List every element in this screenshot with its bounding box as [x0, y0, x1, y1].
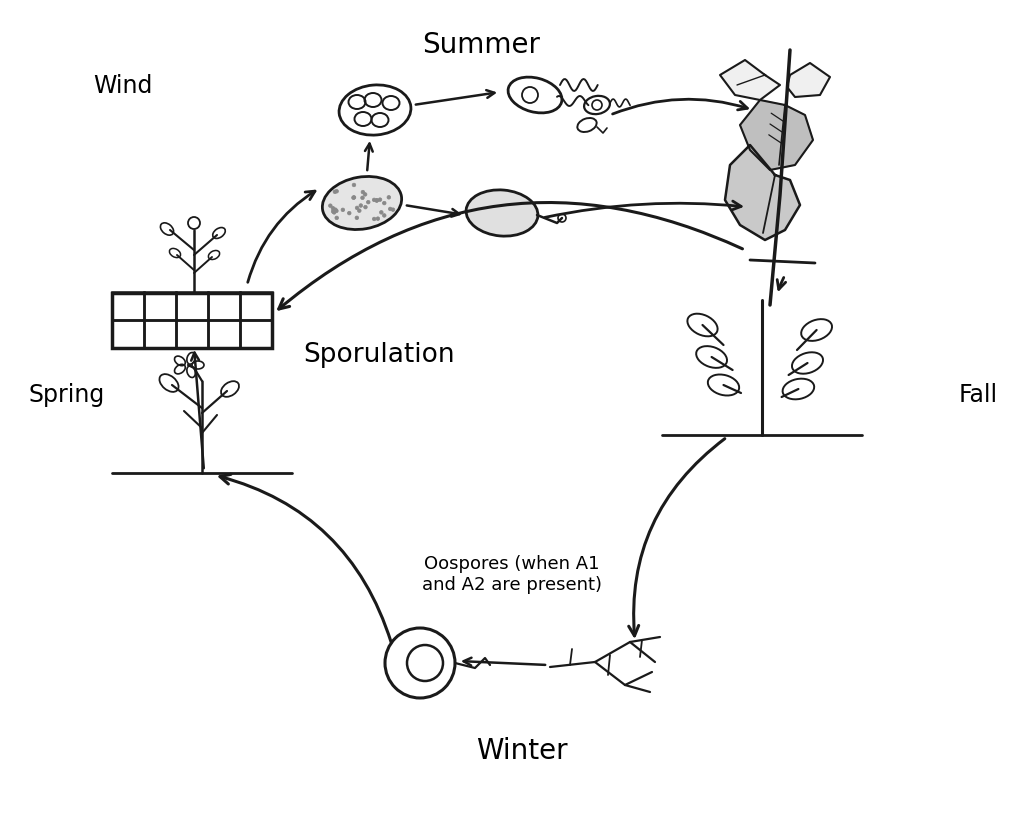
Circle shape	[329, 204, 332, 208]
Circle shape	[347, 211, 351, 215]
Circle shape	[352, 196, 355, 199]
Bar	[112, 320, 144, 347]
Ellipse shape	[323, 177, 401, 230]
Circle shape	[378, 198, 382, 201]
Circle shape	[373, 198, 376, 201]
Bar	[112, 293, 272, 347]
Text: Winter: Winter	[476, 738, 568, 765]
Circle shape	[335, 216, 339, 220]
Circle shape	[331, 206, 335, 210]
Text: Fall: Fall	[958, 383, 997, 408]
Circle shape	[391, 208, 395, 211]
Circle shape	[333, 210, 336, 214]
Bar	[208, 293, 240, 320]
Circle shape	[376, 217, 380, 220]
Bar	[208, 320, 240, 347]
Polygon shape	[787, 63, 830, 97]
Circle shape	[351, 196, 355, 200]
Bar	[240, 293, 272, 320]
Text: Sporulation: Sporulation	[303, 341, 455, 368]
Circle shape	[375, 199, 379, 202]
Circle shape	[364, 192, 367, 196]
Circle shape	[341, 208, 345, 212]
Bar	[176, 293, 208, 320]
Text: Wind: Wind	[93, 73, 153, 98]
Bar	[240, 320, 272, 347]
Circle shape	[373, 217, 376, 221]
Circle shape	[360, 196, 365, 200]
Circle shape	[335, 189, 339, 193]
Circle shape	[364, 205, 368, 209]
Ellipse shape	[466, 190, 538, 236]
Circle shape	[382, 201, 386, 205]
Bar	[144, 293, 176, 320]
Polygon shape	[740, 100, 813, 170]
Polygon shape	[725, 145, 800, 240]
Text: Oospores (when A1
and A2 are present): Oospores (when A1 and A2 are present)	[422, 555, 602, 594]
Circle shape	[335, 209, 338, 213]
Circle shape	[355, 216, 358, 219]
Bar	[144, 320, 176, 347]
Circle shape	[375, 199, 379, 202]
Circle shape	[355, 206, 358, 209]
Text: Spring: Spring	[29, 383, 104, 408]
Circle shape	[333, 190, 337, 194]
Circle shape	[361, 190, 365, 194]
Polygon shape	[720, 60, 780, 100]
Circle shape	[387, 196, 390, 199]
Circle shape	[359, 204, 362, 207]
Circle shape	[383, 214, 386, 218]
Bar	[112, 293, 144, 320]
Circle shape	[352, 183, 355, 187]
Circle shape	[367, 200, 370, 204]
Text: Summer: Summer	[422, 31, 541, 59]
Circle shape	[380, 210, 383, 214]
Circle shape	[332, 209, 335, 214]
Circle shape	[357, 209, 361, 213]
Circle shape	[388, 207, 392, 211]
Bar	[176, 320, 208, 347]
Circle shape	[334, 208, 337, 211]
